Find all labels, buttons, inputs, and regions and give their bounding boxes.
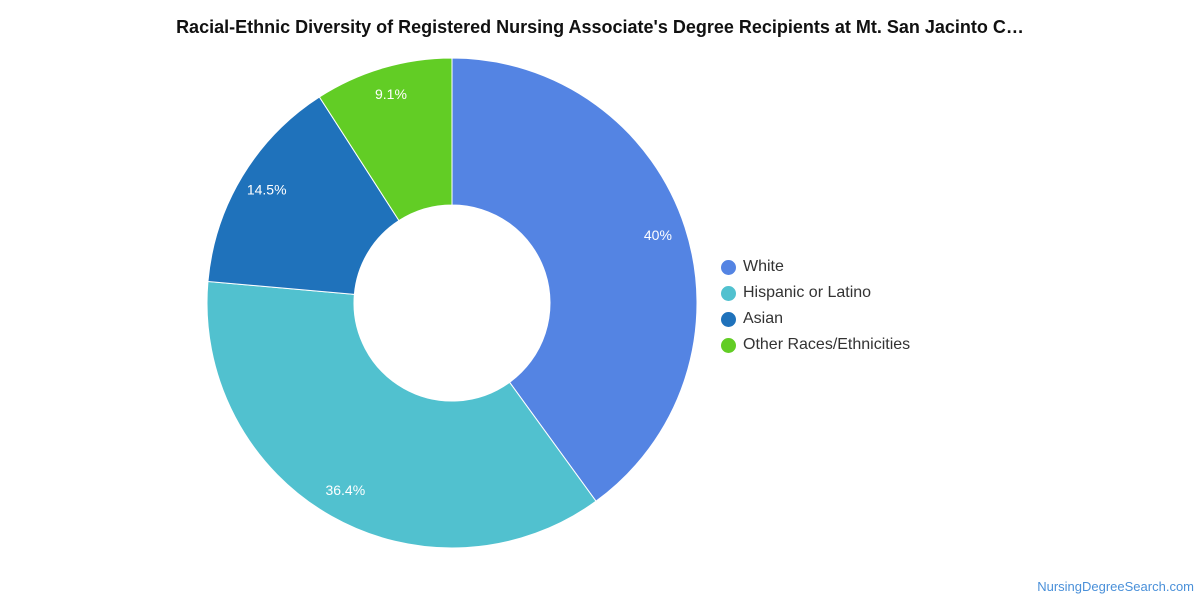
slice-asian[interactable] — [207, 96, 400, 295]
slice-label-hispanic-or-latino: 36.4% — [325, 482, 365, 498]
slice-labels: 40% 36.4% 14.5% 9.1% — [247, 86, 672, 498]
source-link[interactable]: NursingDegreeSearch.com — [1037, 579, 1194, 594]
legend-label: Other Races/Ethnicities — [743, 336, 911, 353]
legend-label: Hispanic or Latino — [743, 284, 872, 301]
legend-swatch-icon — [721, 311, 736, 327]
legend-swatch-icon — [721, 337, 736, 353]
legend-item-asian[interactable]: Asian — [721, 306, 910, 332]
slice-other-races-ethnicities[interactable] — [318, 57, 453, 222]
slice-label-asian: 14.5% — [247, 182, 287, 198]
slice-label-white: 40% — [644, 227, 672, 243]
slice-label-other-races-ethnicities: 9.1% — [375, 86, 407, 102]
chart-title: Racial-Ethnic Diversity of Registered Nu… — [176, 17, 1024, 37]
legend-item-hispanic-or-latino[interactable]: Hispanic or Latino — [721, 280, 910, 306]
legend-item-white[interactable]: White — [721, 254, 910, 280]
legend-label: White — [743, 258, 784, 275]
donut-slices — [206, 57, 698, 549]
slice-white[interactable] — [451, 57, 698, 502]
legend-item-other-races-ethnicities[interactable]: Other Races/Ethnicities — [721, 332, 910, 358]
chart-legend: White Hispanic or Latino Asian Other Races/… — [721, 254, 910, 358]
legend-label: Asian — [743, 310, 784, 327]
legend-swatch-icon — [721, 285, 736, 301]
legend-swatch-icon — [721, 259, 736, 275]
slice-hispanic-or-latino[interactable] — [206, 280, 597, 549]
